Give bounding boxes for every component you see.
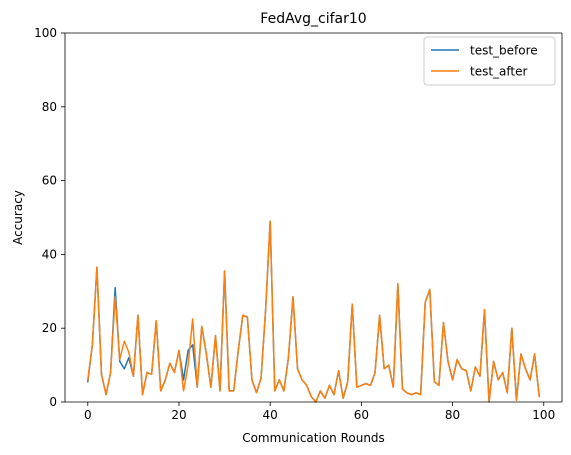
x-tick-label: 60 — [354, 408, 369, 422]
plot-area — [65, 33, 562, 402]
y-axis-ticks: 0 20 40 60 80 100 — [34, 26, 65, 409]
series-layer — [86, 220, 541, 403]
legend-label-test-before: test_before — [470, 44, 538, 58]
legend-label-test-after: test_after — [470, 65, 528, 79]
legend-box — [423, 36, 556, 86]
x-tick-label: 80 — [445, 408, 460, 422]
x-axis-ticks: 0 20 40 60 80 100 — [84, 402, 555, 422]
y-tick-label: 20 — [42, 321, 57, 335]
y-tick-label: 100 — [34, 26, 57, 40]
legend: test_before test_after — [423, 36, 556, 86]
x-tick-label: 100 — [532, 408, 555, 422]
plot-frame — [64, 32, 563, 403]
y-tick-label: 60 — [42, 174, 57, 188]
y-tick-label: 80 — [42, 100, 57, 114]
x-tick-label: 0 — [84, 408, 92, 422]
chart-title: FedAvg_cifar10 — [260, 11, 366, 27]
y-tick-label: 0 — [49, 395, 57, 409]
series-line-test-after — [86, 220, 541, 403]
x-tick-label: 20 — [171, 408, 186, 422]
x-axis-label: Communication Rounds — [242, 431, 385, 445]
y-tick-label: 40 — [42, 247, 57, 261]
y-axis-label: Accuracy — [11, 190, 25, 245]
x-tick-label: 40 — [263, 408, 278, 422]
